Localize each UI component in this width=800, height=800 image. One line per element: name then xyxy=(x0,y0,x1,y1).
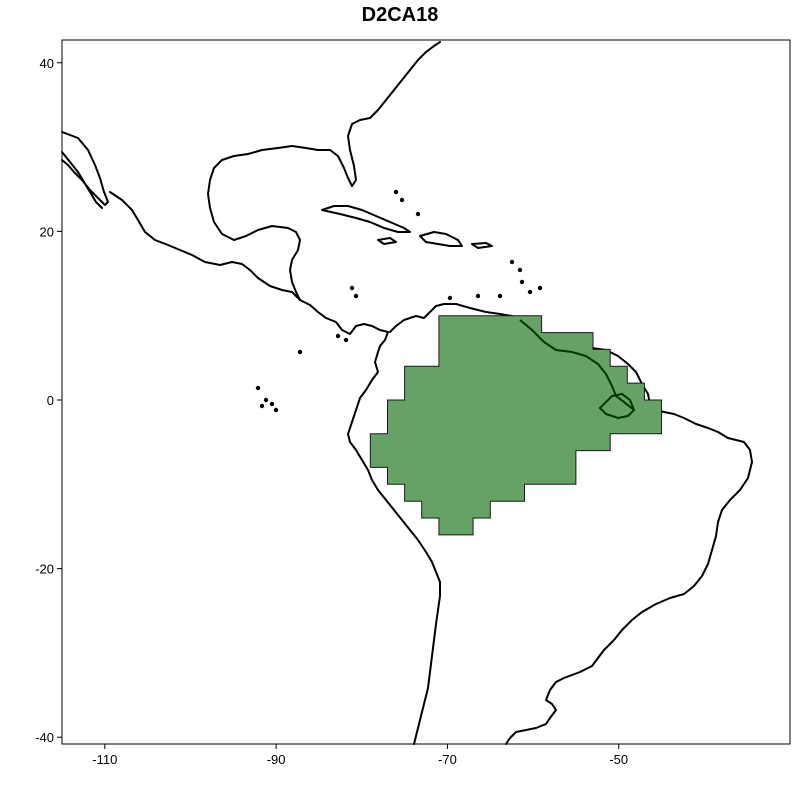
baja-coastline xyxy=(61,151,103,209)
y-axis: 40 20 0 -20 -40 xyxy=(35,56,62,745)
small-island xyxy=(353,293,359,299)
small-island xyxy=(475,293,481,299)
small-island xyxy=(509,259,515,265)
puerto-rico-coastline xyxy=(471,242,493,249)
small-island xyxy=(273,407,279,413)
small-island xyxy=(399,197,405,203)
map-title: D2CA18 xyxy=(361,4,439,26)
x-tick-label: -110 xyxy=(92,752,117,767)
x-tick-label: -70 xyxy=(438,752,457,767)
small-island xyxy=(255,385,261,391)
river-line xyxy=(519,319,635,411)
x-tick-label: -50 xyxy=(609,752,628,767)
coastline-layer xyxy=(61,41,753,745)
small-island xyxy=(497,293,503,299)
x-axis: -110 -90 -70 -50 xyxy=(92,744,628,767)
small-island xyxy=(343,337,349,343)
small-island xyxy=(519,279,525,285)
small-island xyxy=(517,267,523,273)
cuba-coastline xyxy=(321,205,411,233)
y-tick-label: 0 xyxy=(47,393,54,408)
y-tick-label: 20 xyxy=(40,224,54,239)
y-tick-label: -20 xyxy=(35,562,54,577)
x-tick-label: -90 xyxy=(267,752,286,767)
highlighted-region xyxy=(369,315,662,536)
small-island xyxy=(447,295,453,301)
small-island xyxy=(263,397,269,403)
small-island xyxy=(415,211,421,217)
estuary-line xyxy=(598,392,636,420)
map-frame xyxy=(61,39,791,745)
y-tick-label: -40 xyxy=(35,730,54,745)
small-island xyxy=(269,401,275,407)
y-tick-label: 40 xyxy=(40,56,54,71)
amazon-river-layer xyxy=(519,319,636,420)
small-island xyxy=(349,285,355,291)
small-island xyxy=(393,189,399,195)
small-island xyxy=(297,349,303,355)
small-island xyxy=(259,403,265,409)
gulf-coastline xyxy=(207,41,441,301)
jamaica-coastline xyxy=(377,237,397,245)
small-island xyxy=(537,285,543,291)
hispaniola-coastline xyxy=(419,231,463,247)
small-island xyxy=(335,333,341,339)
small-island xyxy=(527,289,533,295)
